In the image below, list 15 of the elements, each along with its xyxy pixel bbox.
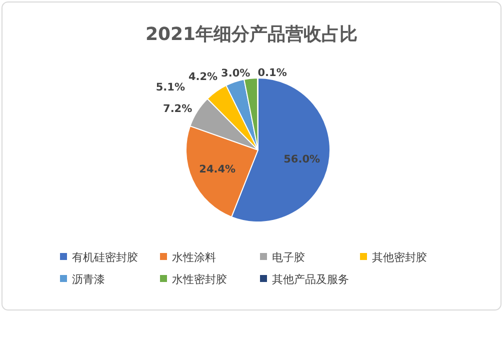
data-label: 7.2% (163, 103, 193, 116)
legend-label: 有机硅密封胶 (72, 251, 138, 264)
legend-label: 水性密封胶 (172, 273, 227, 286)
chart-title: 2021年细分产品营收占比 (145, 24, 358, 45)
data-label: 3.0% (221, 67, 251, 80)
data-label: 0.1% (258, 67, 288, 79)
legend-label: 其他产品及服务 (272, 273, 349, 286)
data-label: 24.4% (199, 164, 236, 176)
data-label: 56.0% (284, 153, 321, 166)
data-label: 5.1% (156, 81, 186, 94)
legend-label: 其他密封胶 (372, 251, 427, 264)
legend-label: 水性涂料 (172, 251, 216, 264)
legend-label: 电子胶 (272, 251, 305, 264)
data-label: 4.2% (188, 71, 218, 84)
legend-label: 沥青漆 (72, 273, 105, 286)
